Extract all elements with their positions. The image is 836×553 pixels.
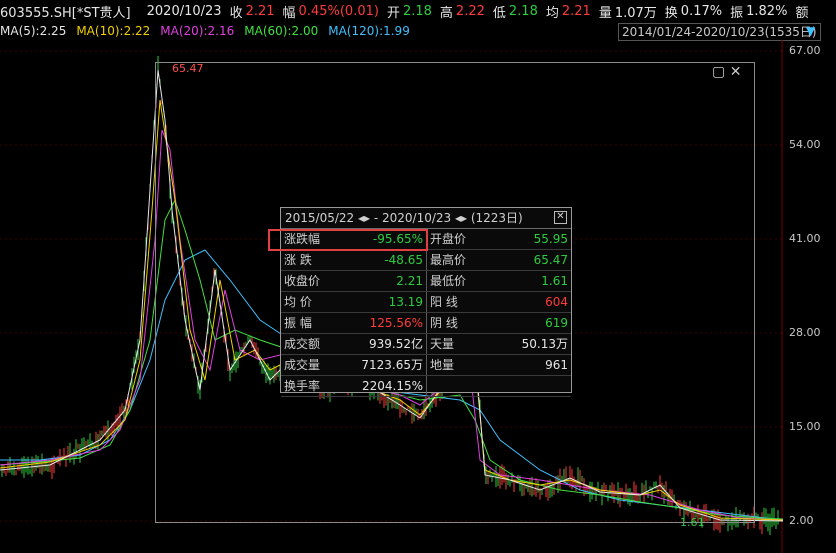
close-icon[interactable]: ✕ <box>554 211 567 224</box>
change-value: 0.45%(0.01) <box>298 3 379 19</box>
close-value: 2.21 <box>245 3 275 19</box>
window-controls: ▢ ✕ <box>712 64 741 80</box>
stats-row: 成交额 939.52亿 天量 50.13万 <box>281 334 571 355</box>
dropdown-arrow-icon[interactable]: ▼ <box>806 24 816 38</box>
stats-table: 涨跌幅 -95.65% 开盘价 55.95 涨 跌 -48.65 最高价 65.47 收盘价 2.… <box>281 229 571 397</box>
stat-key: 涨 跌 <box>284 253 312 267</box>
stat-key: 换手率 <box>284 379 321 393</box>
amount-label: 额 <box>795 5 809 21</box>
interval-date-range: 2015/05/22 ◂▸ - 2020/10/23 ◂▸ (1223日) ✕ <box>281 208 571 229</box>
stat-key: 最低价 <box>430 274 467 288</box>
ma-legend: MA(5):2.25 MA(10):2.22 MA(20):2.16 MA(60… <box>0 22 836 40</box>
amplitude-value: 1.82% <box>746 3 788 19</box>
stats-row: 振 幅 125.56% 阴 线 619 <box>281 313 571 334</box>
stats-row: 换手率 2204.15% <box>281 376 571 397</box>
ma10-label[interactable]: MA(10):2.22 <box>76 24 151 38</box>
stat-key: 最高价 <box>430 253 467 267</box>
stats-row: 成交量 7123.65万 地量 961 <box>281 355 571 376</box>
stat-value <box>475 376 571 396</box>
ma5-label[interactable]: MA(5):2.25 <box>0 24 67 38</box>
avg-label: 均 <box>545 5 559 21</box>
y-tick-41: 41.00 <box>789 232 821 245</box>
stats-row: 涨 跌 -48.65 最高价 65.47 <box>281 250 571 271</box>
high-value: 2.22 <box>455 3 485 19</box>
stat-value: 939.52亿 <box>333 334 427 354</box>
ma120-label[interactable]: MA(120):1.99 <box>328 24 410 38</box>
low-value: 2.18 <box>508 3 538 19</box>
maximize-icon[interactable]: ▢ <box>712 64 726 80</box>
stat-value: 1.61 <box>541 274 568 288</box>
stat-value: 619 <box>545 316 568 330</box>
stats-row: 收盘价 2.21 最低价 1.61 <box>281 271 571 292</box>
stat-key: 成交量 <box>284 358 321 372</box>
low-label: 低 <box>492 5 506 21</box>
stock-code[interactable]: 603555.SH[*ST贵人] <box>0 5 131 21</box>
volume-value: 1.07万 <box>614 5 657 21</box>
change-label: 幅 <box>282 5 296 21</box>
volume-label: 量 <box>598 5 612 21</box>
amplitude-label: 振 <box>730 5 744 21</box>
high-label: 高 <box>439 5 453 21</box>
stat-value: 65.47 <box>533 253 568 267</box>
turnover-label: 换 <box>664 5 678 21</box>
stat-key: 均 价 <box>284 295 312 309</box>
quote-header: 603555.SH[*ST贵人] 2020/10/23 收 2.21 幅 0.4… <box>0 0 836 22</box>
stat-value: 2.21 <box>333 271 427 291</box>
interval-header-text[interactable]: 2015/05/22 ◂▸ - 2020/10/23 ◂▸ (1223日) <box>285 211 523 225</box>
low-price-marker: 1.61 <box>680 516 705 529</box>
open-value: 2.18 <box>402 3 432 19</box>
stat-key <box>427 376 475 396</box>
avg-value: 2.21 <box>561 3 591 19</box>
stat-key: 天量 <box>430 337 455 351</box>
highlight-box <box>268 229 428 251</box>
stat-value: 961 <box>545 358 568 372</box>
stat-key: 收盘价 <box>284 274 321 288</box>
y-tick-2: 2.00 <box>789 514 814 527</box>
stat-value: 125.56% <box>333 313 427 333</box>
y-tick-28: 28.00 <box>789 326 821 339</box>
stat-value: 55.95 <box>533 232 568 246</box>
interval-selection-box[interactable] <box>155 62 755 523</box>
stat-key: 成交额 <box>284 337 321 351</box>
y-tick-54: 54.00 <box>789 138 821 151</box>
stats-row: 均 价 13.19 阳 线 604 <box>281 292 571 313</box>
stat-value: 13.19 <box>333 292 427 312</box>
y-tick-15: 15.00 <box>789 420 821 433</box>
date-range-selector[interactable]: 2014/01/24-2020/10/23(1535日) <box>618 23 821 41</box>
open-label: 开 <box>386 5 400 21</box>
y-tick-67: 67.00 <box>789 44 821 57</box>
stat-key: 振 幅 <box>284 316 312 330</box>
stat-value: 7123.65万 <box>333 355 427 375</box>
stat-value: -48.65 <box>333 250 427 270</box>
stat-key: 涨跌幅 <box>284 232 321 246</box>
quote-date: 2020/10/23 <box>146 3 222 19</box>
stat-key: 阳 线 <box>430 295 458 309</box>
stat-value: 2204.15% <box>333 376 427 396</box>
ma20-label[interactable]: MA(20):2.16 <box>160 24 235 38</box>
stat-key: 地量 <box>430 358 455 372</box>
turnover-value: 0.17% <box>680 3 723 19</box>
stat-value: 50.13万 <box>521 337 568 351</box>
ma60-label[interactable]: MA(60):2.00 <box>244 24 319 38</box>
close-label: 收 <box>229 5 243 21</box>
high-price-marker: 65.47 <box>172 62 204 75</box>
stat-key: 阴 线 <box>430 316 458 330</box>
close-icon[interactable]: ✕ <box>729 64 742 80</box>
stat-value: 604 <box>545 295 568 309</box>
stat-key: 开盘价 <box>430 232 467 246</box>
